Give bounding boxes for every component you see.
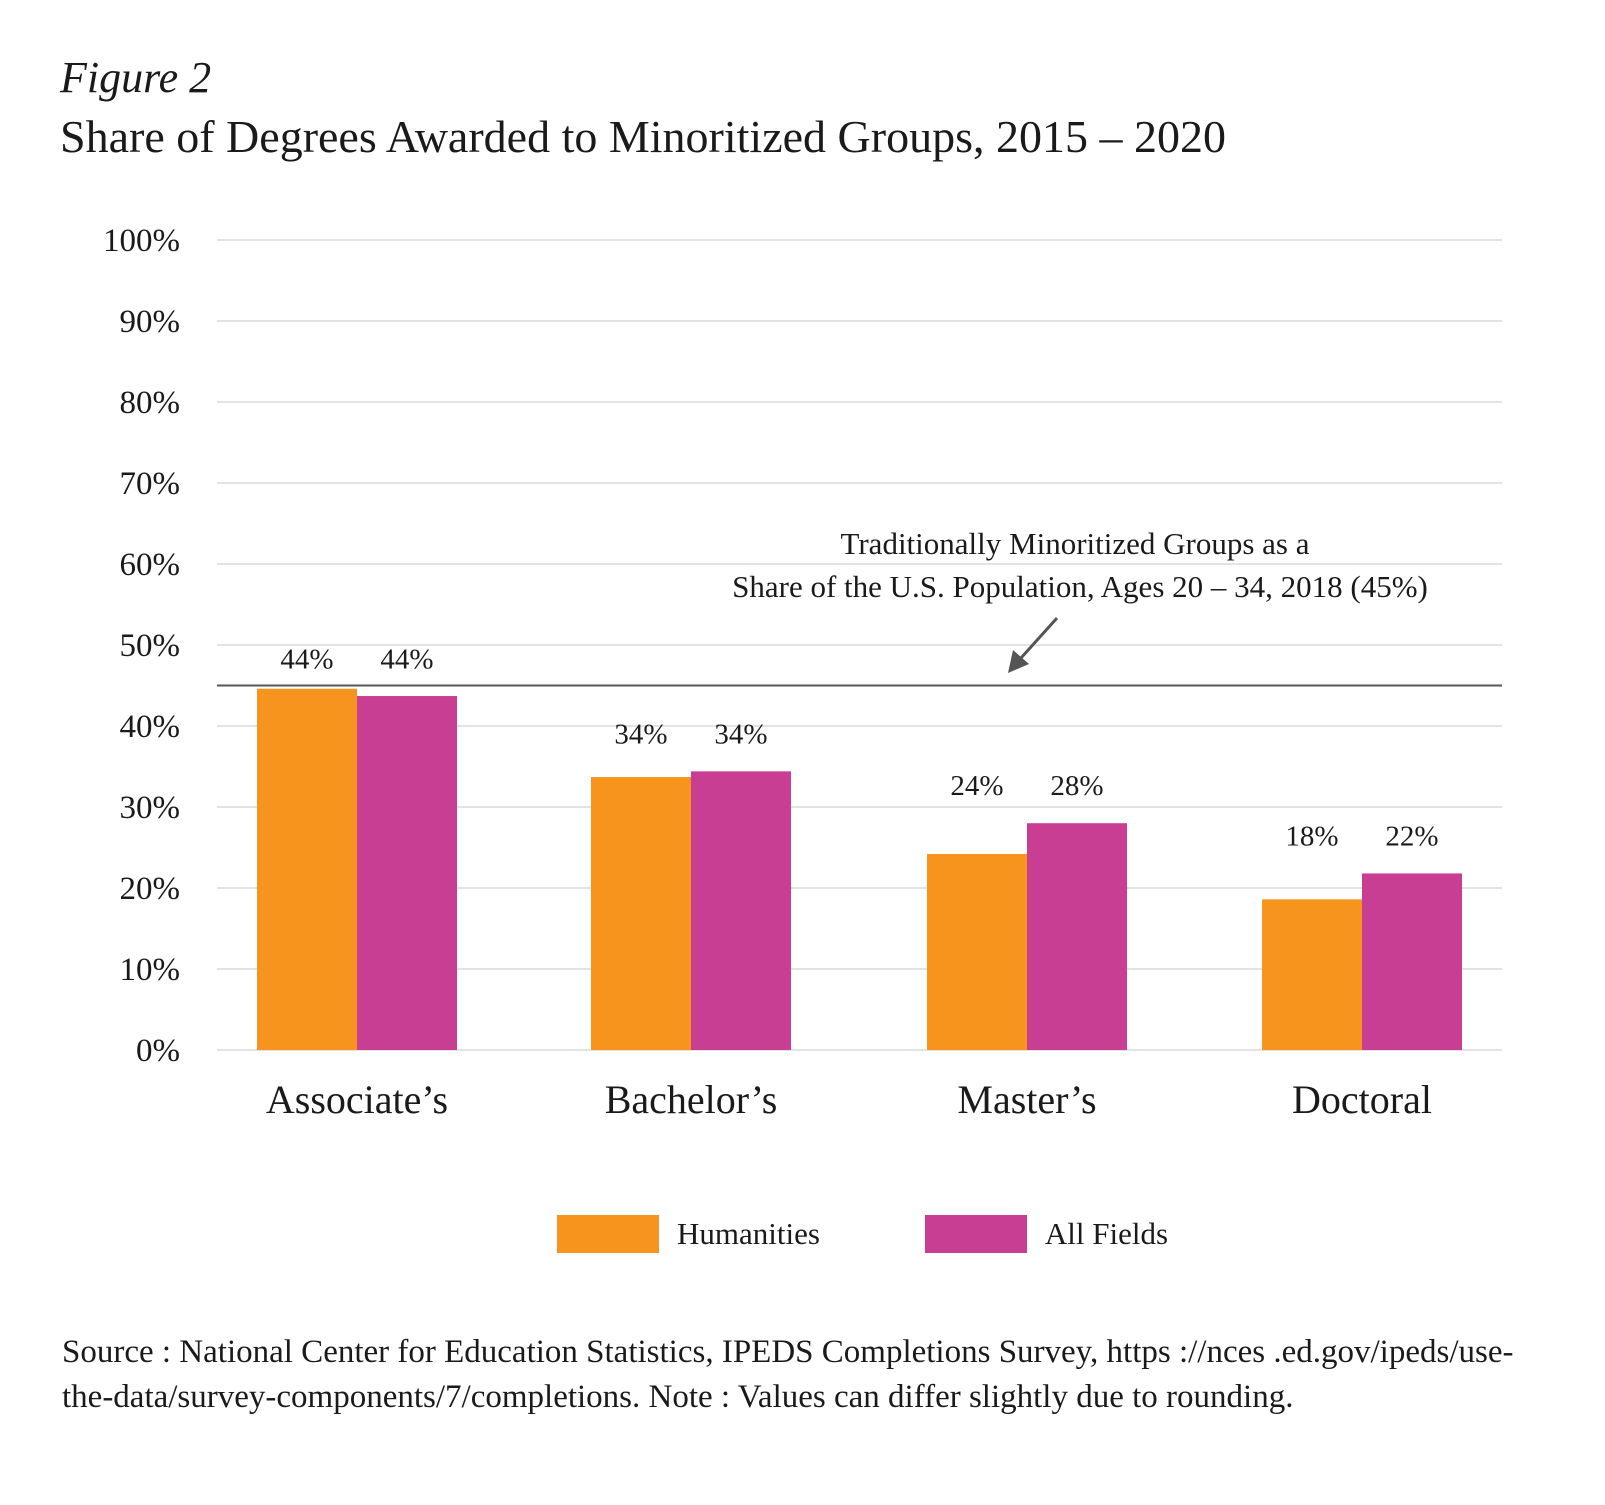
x-tick-label: Bachelor’s [605,1077,778,1122]
y-tick-label: 100% [103,223,180,259]
value-labels: 44% 44% 34% 34% 24% 28% 18% 22% [280,644,1438,853]
legend-swatch-all-fields [924,1215,1027,1253]
y-tick-label: 60% [120,547,181,583]
bar-all-fields [1362,873,1462,1050]
data-label: 34% [714,718,767,750]
bar-humanities [927,853,1027,1050]
data-label: 18% [1285,820,1338,852]
data-label: 34% [614,718,667,750]
annotation-arrow-head [1008,650,1029,673]
reference-line-group: Traditionally Minoritized Groups as a Sha… [217,526,1502,687]
bar-humanities [257,688,357,1050]
data-label: 24% [950,770,1003,802]
y-tick-label: 80% [120,385,181,421]
chart-title: Share of Degrees Awarded to Minoritized … [60,111,1226,162]
y-tick-label: 40% [120,709,181,745]
x-tick-label: Doctoral [1292,1077,1432,1122]
bar-humanities [591,777,691,1050]
bar-humanities [1262,899,1362,1050]
source-note: Source : National Center for Education S… [62,1334,1514,1415]
annotation-arrow-shaft [1019,616,1059,660]
x-tick-label: Associate’s [266,1077,448,1122]
x-axis-ticks: Associate’s Bachelor’s Master’s Doctoral [266,1077,1432,1122]
bar-all-fields [357,696,457,1050]
bar-all-fields [691,771,791,1050]
reference-line-label-2: Share of the U.S. Population, Ages 20 – … [732,569,1428,604]
y-tick-label: 70% [120,466,181,502]
x-tick-label: Master’s [957,1077,1096,1122]
data-label: 44% [380,644,433,676]
reference-line-label-1: Traditionally Minoritized Groups as a [841,526,1310,561]
data-label: 22% [1385,820,1438,852]
y-tick-label: 50% [120,628,181,664]
legend-item-humanities: Humanities [557,1215,820,1253]
legend-item-all-fields: All Fields [924,1215,1169,1253]
legend-label-all-fields: All Fields [1044,1216,1169,1251]
y-tick-label: 0% [136,1033,180,1069]
y-tick-label: 10% [120,952,181,988]
legend-label-humanities: Humanities [677,1216,820,1251]
y-axis-ticks: 0% 10% 20% 30% 40% 50% 60% 70% 80% 90% 100% [103,223,180,1069]
bar-all-fields [1027,823,1127,1050]
figure-label: Figure 2 [60,53,212,102]
bar-chart: 0%10%20%30%40%50%60%70%80%90%100% 44% 44%… [103,223,1502,1122]
y-tick-label: 30% [120,790,181,826]
legend-swatch-humanities [557,1215,659,1253]
data-label: 44% [280,644,333,676]
data-label: 28% [1050,770,1103,802]
y-tick-label: 20% [120,871,181,907]
y-tick-label: 90% [120,304,181,340]
legend: Humanities All Fields [557,1215,1273,1253]
bars [257,688,1462,1050]
